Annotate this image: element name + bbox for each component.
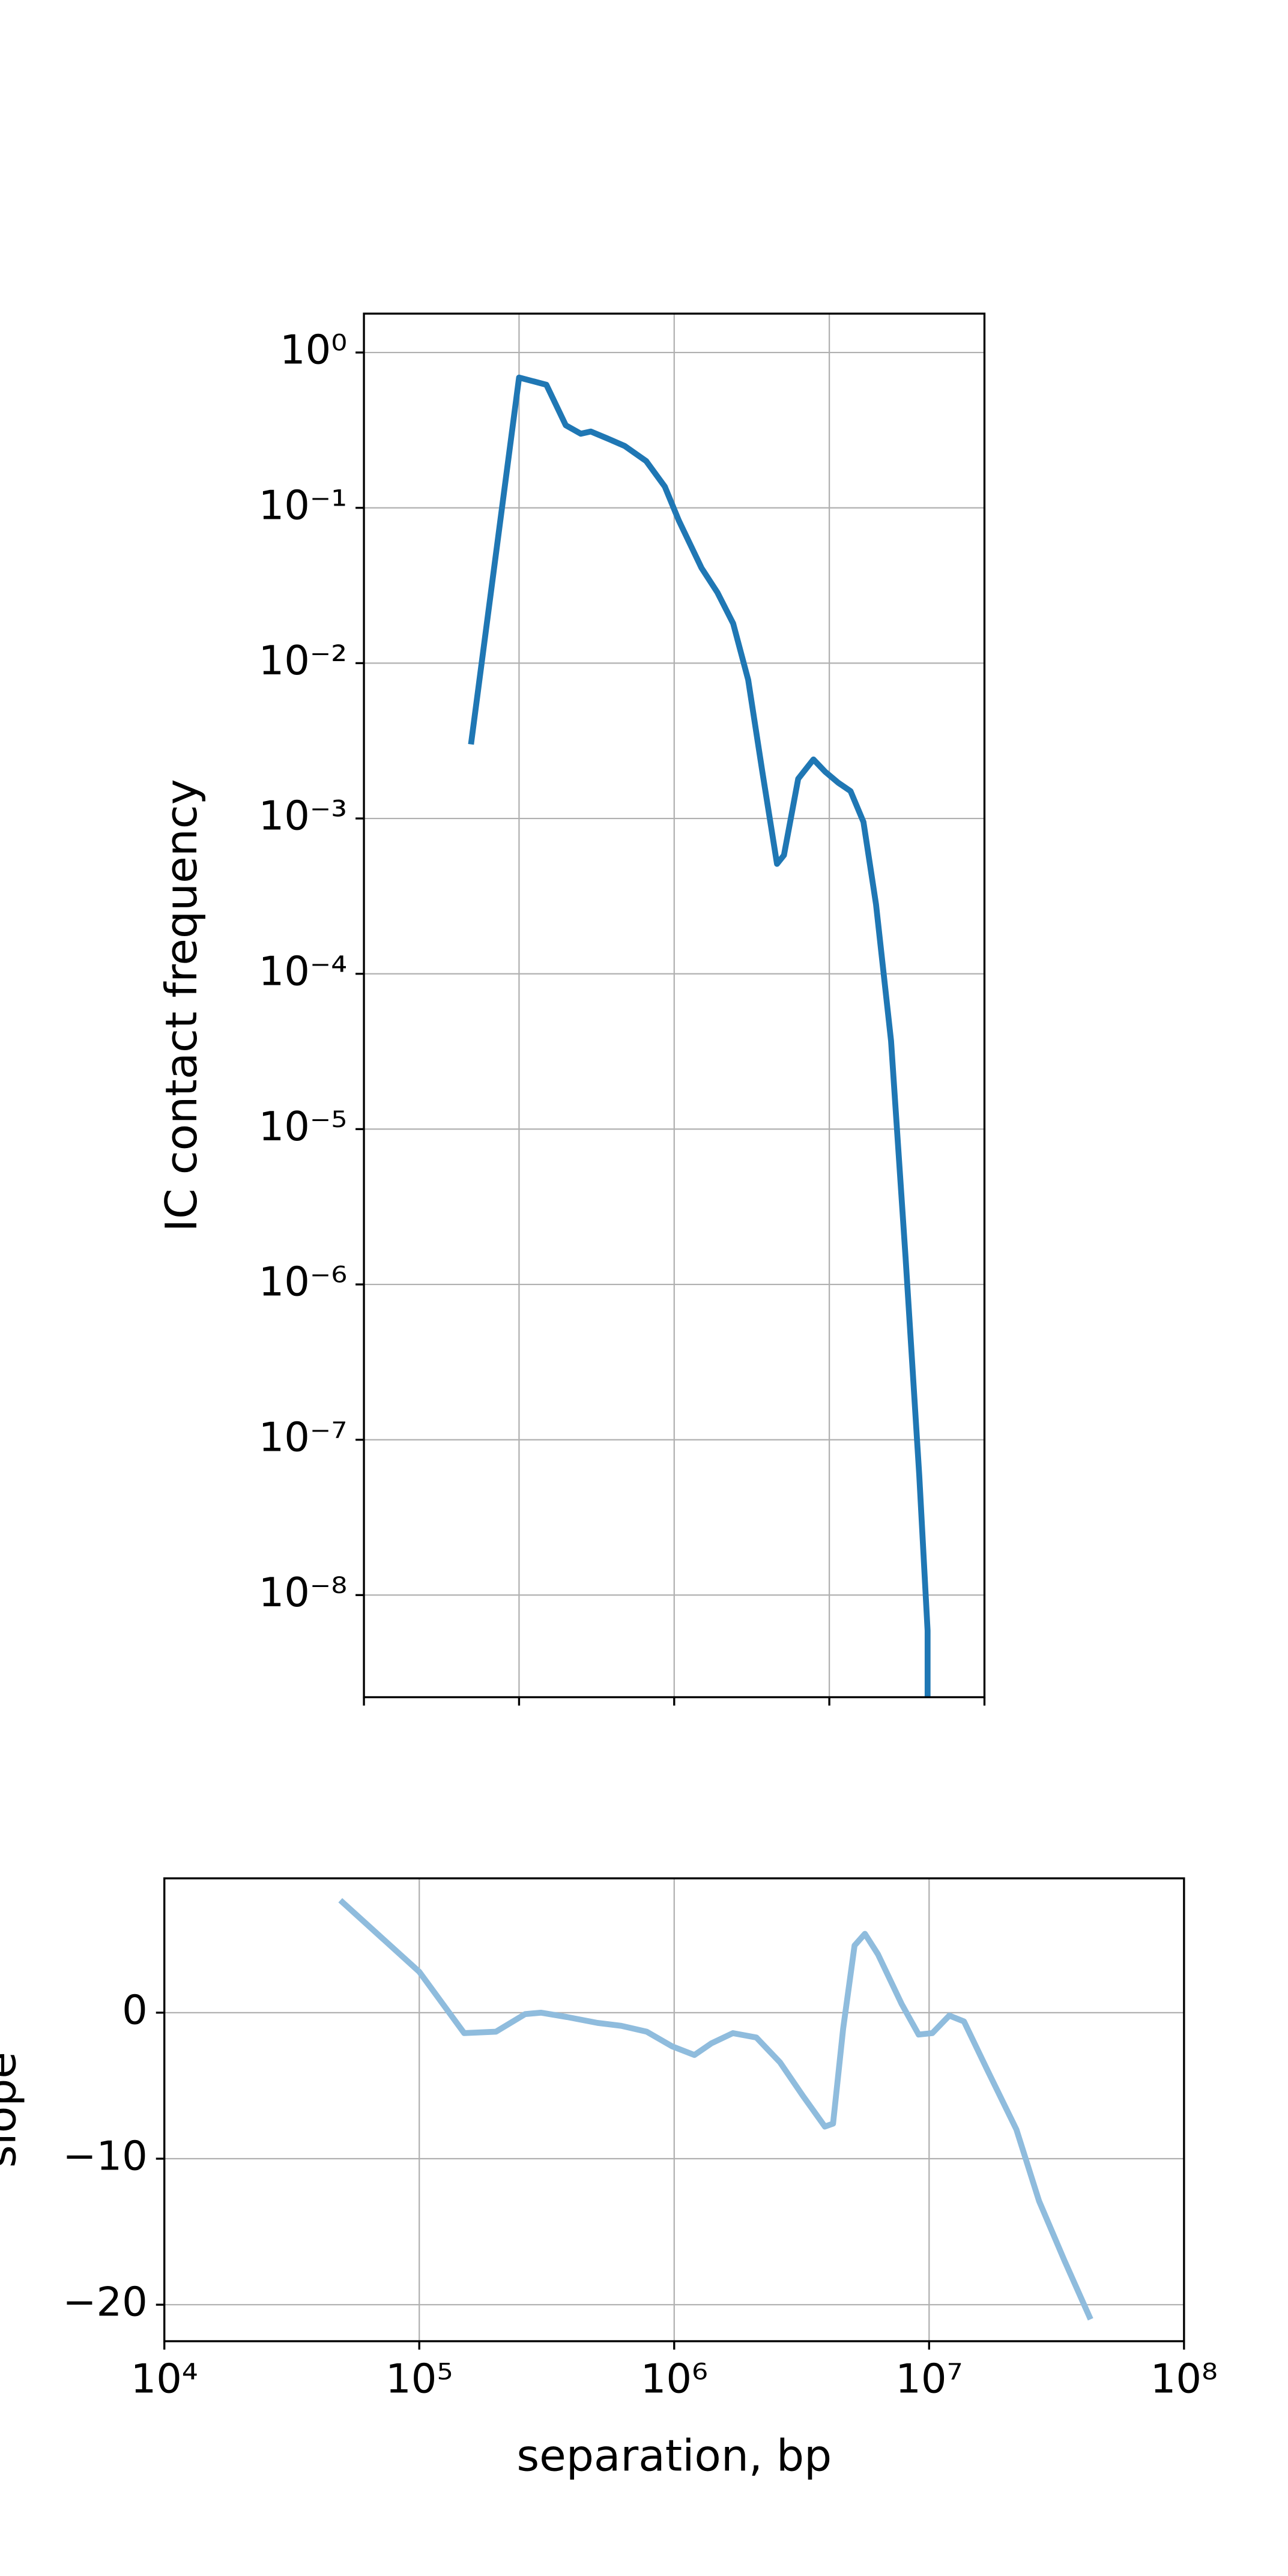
y-tick-label: 10⁻¹ [259, 482, 348, 528]
plot-frame [363, 312, 986, 1699]
data-line [338, 1897, 1093, 2321]
x-tick-label: 10⁷ [895, 2356, 963, 2402]
x-tick-label: 10⁶ [641, 2356, 708, 2402]
x-tick-label: 10⁸ [1150, 2356, 1218, 2402]
y-tick-label: −10 [62, 2133, 147, 2180]
x-tick-label: 10⁵ [385, 2356, 453, 2402]
y-tick-label: 10⁻³ [259, 793, 348, 839]
y-tick-label: 10⁻⁸ [259, 1569, 348, 1616]
x-axis-label: separation, bp [516, 2431, 832, 2482]
y-tick-label: 10⁻⁵ [259, 1103, 348, 1150]
y-axis-label: IC contact frequency [157, 779, 207, 1232]
y-axis-label: slope [0, 2052, 26, 2168]
y-tick-label: 10⁻⁴ [259, 948, 348, 994]
data-line [468, 374, 931, 1698]
y-tick-label: 10⁻² [259, 637, 348, 684]
y-tick-label: 10⁰ [280, 327, 347, 373]
y-tick-label: 10⁻⁶ [259, 1259, 348, 1305]
y-tick-label: −20 [62, 2279, 147, 2326]
plot-frame [163, 1877, 1185, 2342]
x-tick-label: 10⁴ [131, 2356, 198, 2402]
y-tick-label: 0 [122, 1986, 148, 2033]
y-tick-label: 10⁻⁷ [259, 1413, 348, 1460]
